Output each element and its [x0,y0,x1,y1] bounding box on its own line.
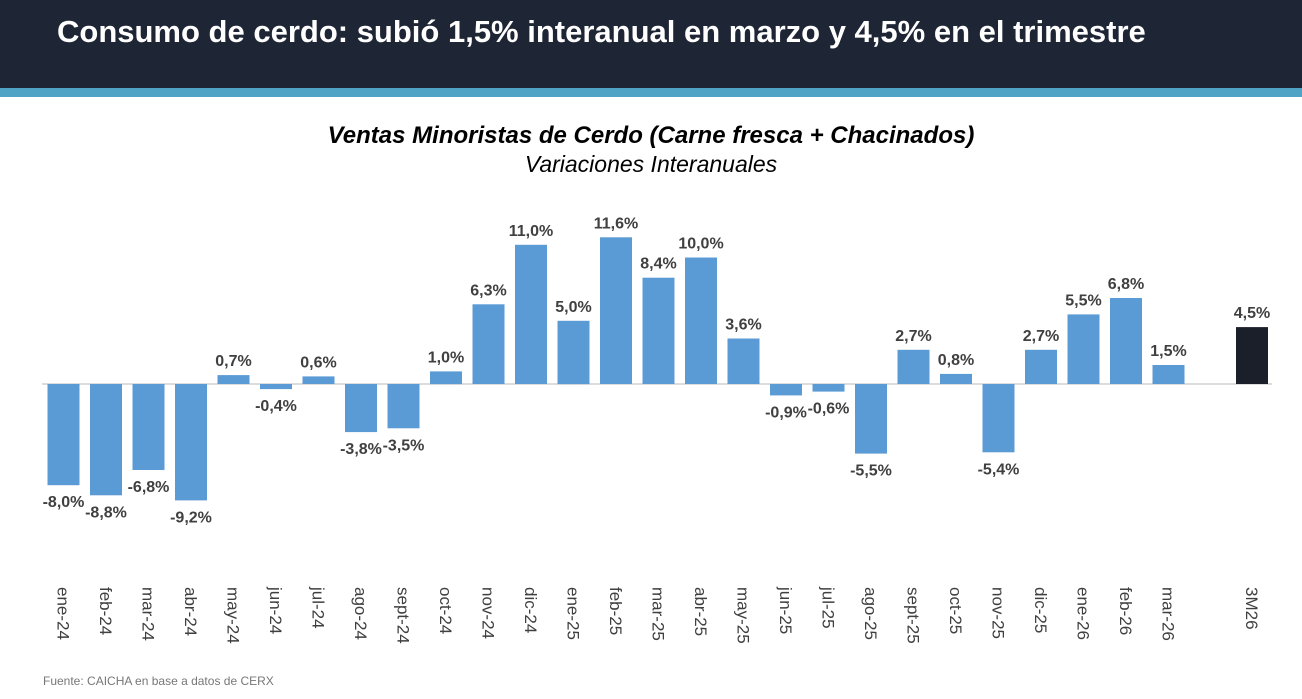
x-tick-label-feb-24: feb-24 [96,587,115,635]
header-stripe [0,88,1302,97]
x-tick-label-jun-25: jun-25 [776,586,795,634]
data-label-abr-25: 10,0% [678,236,723,253]
x-tick-label-mar-26: mar-26 [1159,587,1178,641]
x-tick-label-ene-26: ene-26 [1074,587,1093,640]
data-label-may-24: 0,7% [215,353,251,370]
data-label-jul-24: 0,6% [300,354,336,371]
data-label-dic-25: 2,7% [1023,328,1059,345]
x-tick-label-mar-25: mar-25 [649,587,668,641]
x-tick-label-jul-25: jul-25 [819,586,838,629]
x-tick-label-nov-25: nov-25 [989,587,1008,639]
data-label-feb-26: 6,8% [1108,276,1144,293]
x-tick-label-abr-24: abr-24 [181,587,200,636]
bar-may-24 [217,375,250,384]
x-tick-label-ene-24: ene-24 [54,587,73,640]
bar-oct-24 [430,371,462,385]
data-label-ago-24: -3,8% [340,441,382,458]
data-label-ene-26: 5,5% [1065,292,1101,309]
x-tick-label-mar-24: mar-24 [139,587,158,641]
x-tick-label-ago-24: ago-24 [351,587,370,640]
data-label-feb-24: -8,8% [85,504,127,521]
bar-ene-24 [47,384,80,486]
bar-nov-25 [982,384,1015,453]
chart-subtitle: Variaciones Interanuales [524,151,778,177]
page-title: Consumo de cerdo: subió 1,5% interanual … [57,14,1146,49]
source-note: Fuente: CAICHA en base a datos de CERX [43,674,274,688]
bar-ago-25 [855,384,887,454]
data-label-jul-25: -0,6% [808,401,850,418]
x-tick-label-sept-25: sept-25 [904,587,923,644]
header-bar [0,0,1302,88]
bar-ago-24 [345,384,377,433]
bar-feb-26 [1110,298,1142,384]
data-label-may-25: 3,6% [725,317,761,334]
x-tick-label-jun-24: jun-24 [266,586,285,634]
bar-dic-25 [1025,349,1057,384]
bar-mar-25 [642,277,675,384]
chart-title: Ventas Minoristas de Cerdo (Carne fresca… [327,122,975,149]
x-tick-label-may-25: may-25 [734,587,753,644]
bar-may-25 [727,338,760,384]
bar-mar-24 [132,384,165,470]
data-label-feb-25: 11,6% [594,215,638,232]
bar-oct-25 [940,373,972,384]
x-tick-label-feb-25: feb-25 [606,587,625,635]
data-label-sept-25: 2,7% [895,328,931,345]
x-tick-label-abr-25: abr-25 [691,587,710,636]
x-tick-label-jul-24: jul-24 [309,586,328,629]
bar-jun-25 [770,384,802,396]
bar-ene-26 [1067,314,1100,384]
data-label-nov-25: -5,4% [978,461,1020,478]
bar-mar-26 [1152,365,1185,384]
data-label-abr-24: -9,2% [170,509,212,526]
bar-jun-24 [260,384,292,390]
data-label-ene-25: 5,0% [555,299,591,316]
x-tick-label-oct-25: oct-25 [946,587,965,634]
bar-abr-25 [685,257,717,384]
data-label-jun-24: -0,4% [255,398,297,415]
data-label-ene-24: -8,0% [43,494,85,511]
data-label-sept-24: -3,5% [383,437,425,454]
data-label-mar-25: 8,4% [640,256,676,273]
x-tick-label-nov-24: nov-24 [479,587,498,639]
data-label-dic-24: 11,0% [509,223,553,240]
x-tick-label-may-24: may-24 [224,587,243,644]
bar-sept-24 [387,384,420,429]
x-tick-label-dic-25: dic-25 [1031,587,1050,633]
data-label-ago-25: -5,5% [850,463,892,480]
bar-nov-24 [472,304,505,384]
data-label-mar-26: 1,5% [1150,343,1186,360]
bar-feb-24 [90,384,122,496]
bar-ene-25 [557,320,590,385]
x-tick-label-ene-25: ene-25 [564,587,583,640]
bar-jul-25 [812,384,845,392]
x-tick-label-dic-24: dic-24 [521,587,540,633]
x-tick-label-3M26: 3M26 [1242,587,1261,630]
bar-jul-24 [302,376,335,384]
data-label-nov-24: 6,3% [470,282,506,299]
data-label-jun-25: -0,9% [765,404,807,421]
bar-3M26 [1236,327,1268,384]
bar-abr-24 [175,384,207,501]
bar-dic-24 [515,244,547,384]
data-label-3M26: 4,5% [1234,305,1270,322]
x-tick-label-feb-26: feb-26 [1116,587,1135,635]
data-label-mar-24: -6,8% [128,479,170,496]
x-tick-label-sept-24: sept-24 [394,587,413,644]
bar-feb-25 [600,237,632,384]
bar-sept-25 [897,349,930,384]
x-tick-label-ago-25: ago-25 [861,587,880,640]
data-label-oct-24: 1,0% [428,349,464,366]
data-label-oct-25: 0,8% [938,352,974,369]
x-tick-label-oct-24: oct-24 [436,587,455,634]
